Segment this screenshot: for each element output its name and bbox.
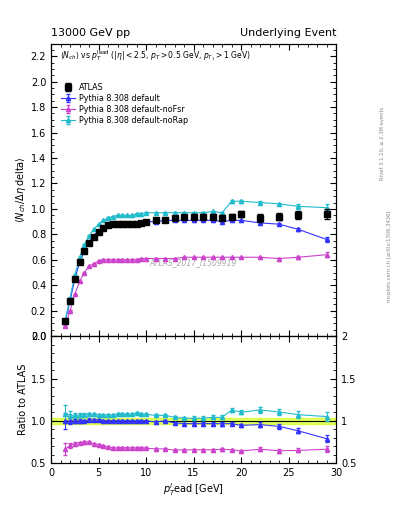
Text: 13000 GeV pp: 13000 GeV pp [51, 28, 130, 38]
Text: $\langle N_{ch}\rangle$ vs $p_T^{\mathrm{lead}}$ ($|\eta| < 2.5$, $p_T > 0.5$ Ge: $\langle N_{ch}\rangle$ vs $p_T^{\mathrm… [60, 48, 250, 63]
Text: Underlying Event: Underlying Event [239, 28, 336, 38]
Text: Rivet 3.1.10, ≥ 2.3M events: Rivet 3.1.10, ≥ 2.3M events [380, 106, 384, 180]
X-axis label: $p_T^{l}$ead [GeV]: $p_T^{l}$ead [GeV] [163, 481, 224, 498]
Text: mcplots.cern.ch [arXiv:1306.3436]: mcplots.cern.ch [arXiv:1306.3436] [387, 210, 391, 302]
Bar [51, 418, 336, 424]
Text: ATLAS_2017_I1509919: ATLAS_2017_I1509919 [150, 259, 237, 267]
Y-axis label: $\langle N_{ch}/\Delta\eta\,\mathrm{delta}\rangle$: $\langle N_{ch}/\Delta\eta\,\mathrm{delt… [14, 156, 28, 223]
Y-axis label: Ratio to ATLAS: Ratio to ATLAS [18, 364, 28, 435]
Legend: ATLAS, Pythia 8.308 default, Pythia 8.308 default-noFsr, Pythia 8.308 default-no: ATLAS, Pythia 8.308 default, Pythia 8.30… [61, 82, 189, 125]
